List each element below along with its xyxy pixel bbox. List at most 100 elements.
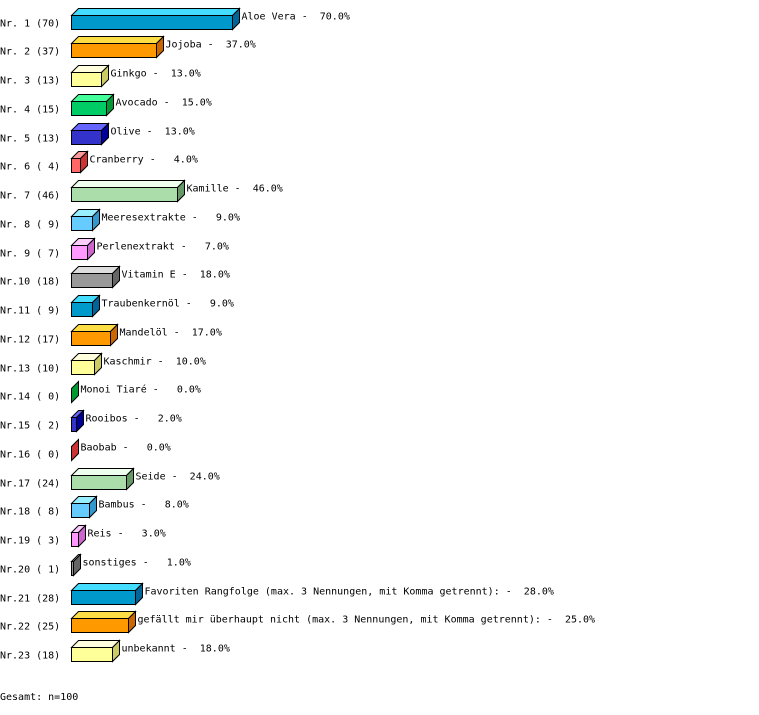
- bar-value-label: Olive - 13.0%: [111, 127, 195, 138]
- bar-top-face: [70, 640, 121, 648]
- bar-top-face: [70, 36, 165, 44]
- bar-side-face: [106, 93, 114, 117]
- bar-front-face: [71, 158, 81, 173]
- row-rank-label: Nr. 8 ( 9): [0, 220, 60, 231]
- bar-side-face: [112, 265, 120, 289]
- bar-side-face: [78, 524, 86, 548]
- bar-side-face: [92, 208, 100, 232]
- bar-top-face: [70, 583, 144, 591]
- bar-value-label: Bambus - 8.0%: [99, 500, 189, 511]
- bar-side-face: [126, 467, 134, 491]
- bar-top-face: [70, 180, 186, 188]
- bar-front-face: [71, 101, 107, 116]
- bar-value-label: Avocado - 15.0%: [116, 98, 212, 109]
- bar-front-face: [71, 187, 178, 202]
- row-rank-label: Nr. 9 ( 7): [0, 249, 60, 260]
- bar-side-face: [73, 553, 81, 577]
- bar-side-face: [101, 64, 109, 88]
- row-rank-label: Nr. 1 (70): [0, 19, 60, 30]
- row-rank-label: Nr. 2 (37): [0, 47, 60, 58]
- bar-front-face: [71, 302, 93, 317]
- row-rank-label: Nr.21 (28): [0, 594, 60, 605]
- bar-value-label: Rooibos - 2.0%: [86, 414, 182, 425]
- bar-front-face: [71, 72, 102, 87]
- bar-top-face: [70, 8, 241, 16]
- bar-value-label: Cranberry - 4.0%: [90, 155, 198, 166]
- bar-front-face: [71, 273, 113, 288]
- bar-side-face: [110, 323, 118, 347]
- row-rank-label: Nr. 3 (13): [0, 76, 60, 87]
- bar-side-face: [92, 294, 100, 318]
- bar-side-face: [71, 438, 79, 462]
- bar-front-face: [71, 417, 77, 432]
- bar-front-face: [71, 331, 111, 346]
- row-rank-label: Nr.16 ( 0): [0, 450, 60, 461]
- row-rank-label: Nr.13 (10): [0, 364, 60, 375]
- bar-value-label: Mandelöl - 17.0%: [120, 328, 222, 339]
- bar-top-face: [70, 324, 119, 332]
- bar-front-face: [71, 503, 90, 518]
- bar-side-face: [128, 610, 136, 634]
- bar-value-label: Vitamin E - 18.0%: [122, 270, 230, 281]
- row-rank-label: Nr.11 ( 9): [0, 306, 60, 317]
- bar-top-face: [70, 611, 137, 619]
- bar-value-label: Aloe Vera - 70.0%: [242, 12, 350, 23]
- bar-value-label: Perlenextrakt - 7.0%: [97, 242, 229, 253]
- row-rank-label: Nr.22 (25): [0, 622, 60, 633]
- bar-side-face: [76, 409, 84, 433]
- bar-side-face: [177, 179, 185, 203]
- bar-front-face: [71, 475, 127, 490]
- bar-chart: Nr. 1 (70) Aloe Vera - 70.0% Nr. 2 (37) Joj…: [0, 7, 596, 663]
- bar-front-face: [71, 130, 102, 145]
- row-rank-label: Nr.10 (18): [0, 277, 60, 288]
- bar-top-face: [70, 266, 121, 274]
- bar-value-label: Traubenkernöl - 9.0%: [102, 299, 234, 310]
- bar-value-label: Kaschmir - 10.0%: [104, 357, 206, 368]
- row-rank-label: Nr. 4 (15): [0, 105, 60, 116]
- bar-front-face: [71, 618, 129, 633]
- bar-side-face: [112, 639, 120, 663]
- bar-front-face: [71, 43, 157, 58]
- row-rank-label: Nr.17 (24): [0, 479, 60, 490]
- bar-value-label: unbekannt - 18.0%: [122, 644, 230, 655]
- bar-value-label: gefällt mir überhaupt nicht (max. 3 Nenn…: [138, 615, 596, 626]
- bar-value-label: Seide - 24.0%: [136, 472, 220, 483]
- bar-side-face: [101, 122, 109, 146]
- bar-value-label: Meeresextrakte - 9.0%: [102, 213, 240, 224]
- row-rank-label: Nr.20 ( 1): [0, 565, 60, 576]
- row-rank-label: Nr.12 (17): [0, 335, 60, 346]
- bar-value-label: Baobab - 0.0%: [81, 443, 171, 454]
- bar-top-face: [70, 468, 135, 476]
- bar-side-face: [87, 237, 95, 261]
- bar-value-label: Reis - 3.0%: [88, 529, 166, 540]
- bar-value-label: Kamille - 46.0%: [187, 184, 283, 195]
- bar-value-label: Favoriten Rangfolge (max. 3 Nennungen, m…: [145, 587, 554, 598]
- row-rank-label: Nr.23 (18): [0, 651, 60, 662]
- bar-front-face: [71, 647, 113, 662]
- bar-side-face: [94, 352, 102, 376]
- bar-front-face: [71, 245, 88, 260]
- row-rank-label: Nr.14 ( 0): [0, 392, 60, 403]
- bar-side-face: [156, 35, 164, 59]
- bar-side-face: [135, 582, 143, 606]
- bar-value-label: Jojoba - 37.0%: [166, 40, 256, 51]
- bar-value-label: sonstiges - 1.0%: [83, 558, 191, 569]
- bar-value-label: Monoi Tiaré - 0.0%: [81, 384, 201, 396]
- row-rank-label: Nr. 7 (46): [0, 191, 60, 202]
- bar-front-face: [71, 360, 95, 375]
- bar-front-face: [71, 532, 79, 547]
- bar-value-label: Ginkgo - 13.0%: [111, 69, 201, 80]
- total-count: Gesamt: n=100: [0, 692, 79, 703]
- bar-side-face: [232, 7, 240, 31]
- bar-side-face: [71, 380, 79, 404]
- bar-front-face: [71, 216, 93, 231]
- bar-front-face: [71, 15, 233, 30]
- bar-front-face: [71, 590, 136, 605]
- bar-side-face: [89, 495, 97, 519]
- row-rank-label: Nr.18 ( 8): [0, 507, 60, 518]
- bar-side-face: [80, 150, 88, 174]
- row-rank-label: Nr. 5 (13): [0, 134, 60, 145]
- row-rank-label: Nr. 6 ( 4): [0, 162, 60, 173]
- row-rank-label: Nr.15 ( 2): [0, 421, 60, 432]
- row-rank-label: Nr.19 ( 3): [0, 536, 60, 547]
